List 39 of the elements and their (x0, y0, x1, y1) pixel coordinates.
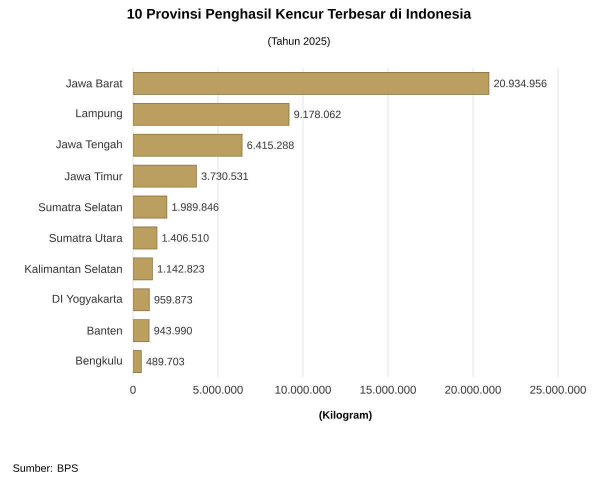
data-label: 9.178.062 (294, 110, 341, 118)
x-tick-label: 5.000.000 (193, 386, 243, 394)
bar (133, 226, 158, 250)
y-tick-label: Kalimantan Selatan (25, 264, 122, 274)
y-tick-label: Sumatra Selatan (38, 202, 122, 212)
x-tick-label: 10.000.000 (276, 386, 331, 394)
chart-title: 10 Provinsi Penghasil Kencur Terbesar di Indonesia (128, 8, 472, 22)
data-label: 1.989.846 (172, 203, 219, 211)
bar (133, 134, 242, 157)
bar (133, 72, 490, 95)
y-tick-label: Lampung (76, 109, 122, 120)
data-label: 959.873 (154, 296, 192, 304)
y-tick-label: DI Yogyakarta (52, 294, 123, 306)
x-tick-label: 25.000.000 (530, 386, 586, 394)
x-tick-label: 0 (130, 386, 136, 394)
bar (133, 288, 150, 312)
x-axis-title: (Kilogram) (319, 410, 372, 421)
bar (133, 164, 197, 188)
data-label: 489.703 (146, 358, 184, 366)
data-label: 1.142.823 (158, 265, 204, 273)
data-label: 20.934.956 (494, 80, 547, 88)
bar (133, 319, 150, 342)
y-tick-label: Jawa Timur (64, 172, 122, 180)
data-label: 6.415.288 (247, 141, 294, 150)
bar (133, 257, 153, 280)
text: Sumber: BPS (13, 464, 78, 472)
x-tick-label: 20.000.000 (445, 386, 501, 394)
chart-subtitle: (Tahun 2025) (268, 37, 330, 47)
y-tick-label: Sumatra Utara (49, 234, 123, 242)
y-tick-label: Bengkulu (76, 356, 122, 367)
bar (133, 196, 168, 218)
data-label: 1.406.510 (162, 234, 209, 242)
bar (133, 102, 290, 126)
y-tick-label: Jawa Barat (66, 80, 123, 88)
data-label: 943.990 (154, 326, 192, 334)
data-label: 3.730.531 (202, 172, 248, 180)
y-tick-label: Jawa Tengah (56, 140, 122, 151)
x-tick-label: 15.000.000 (360, 386, 416, 394)
y-tick-label: Banten (88, 326, 122, 335)
